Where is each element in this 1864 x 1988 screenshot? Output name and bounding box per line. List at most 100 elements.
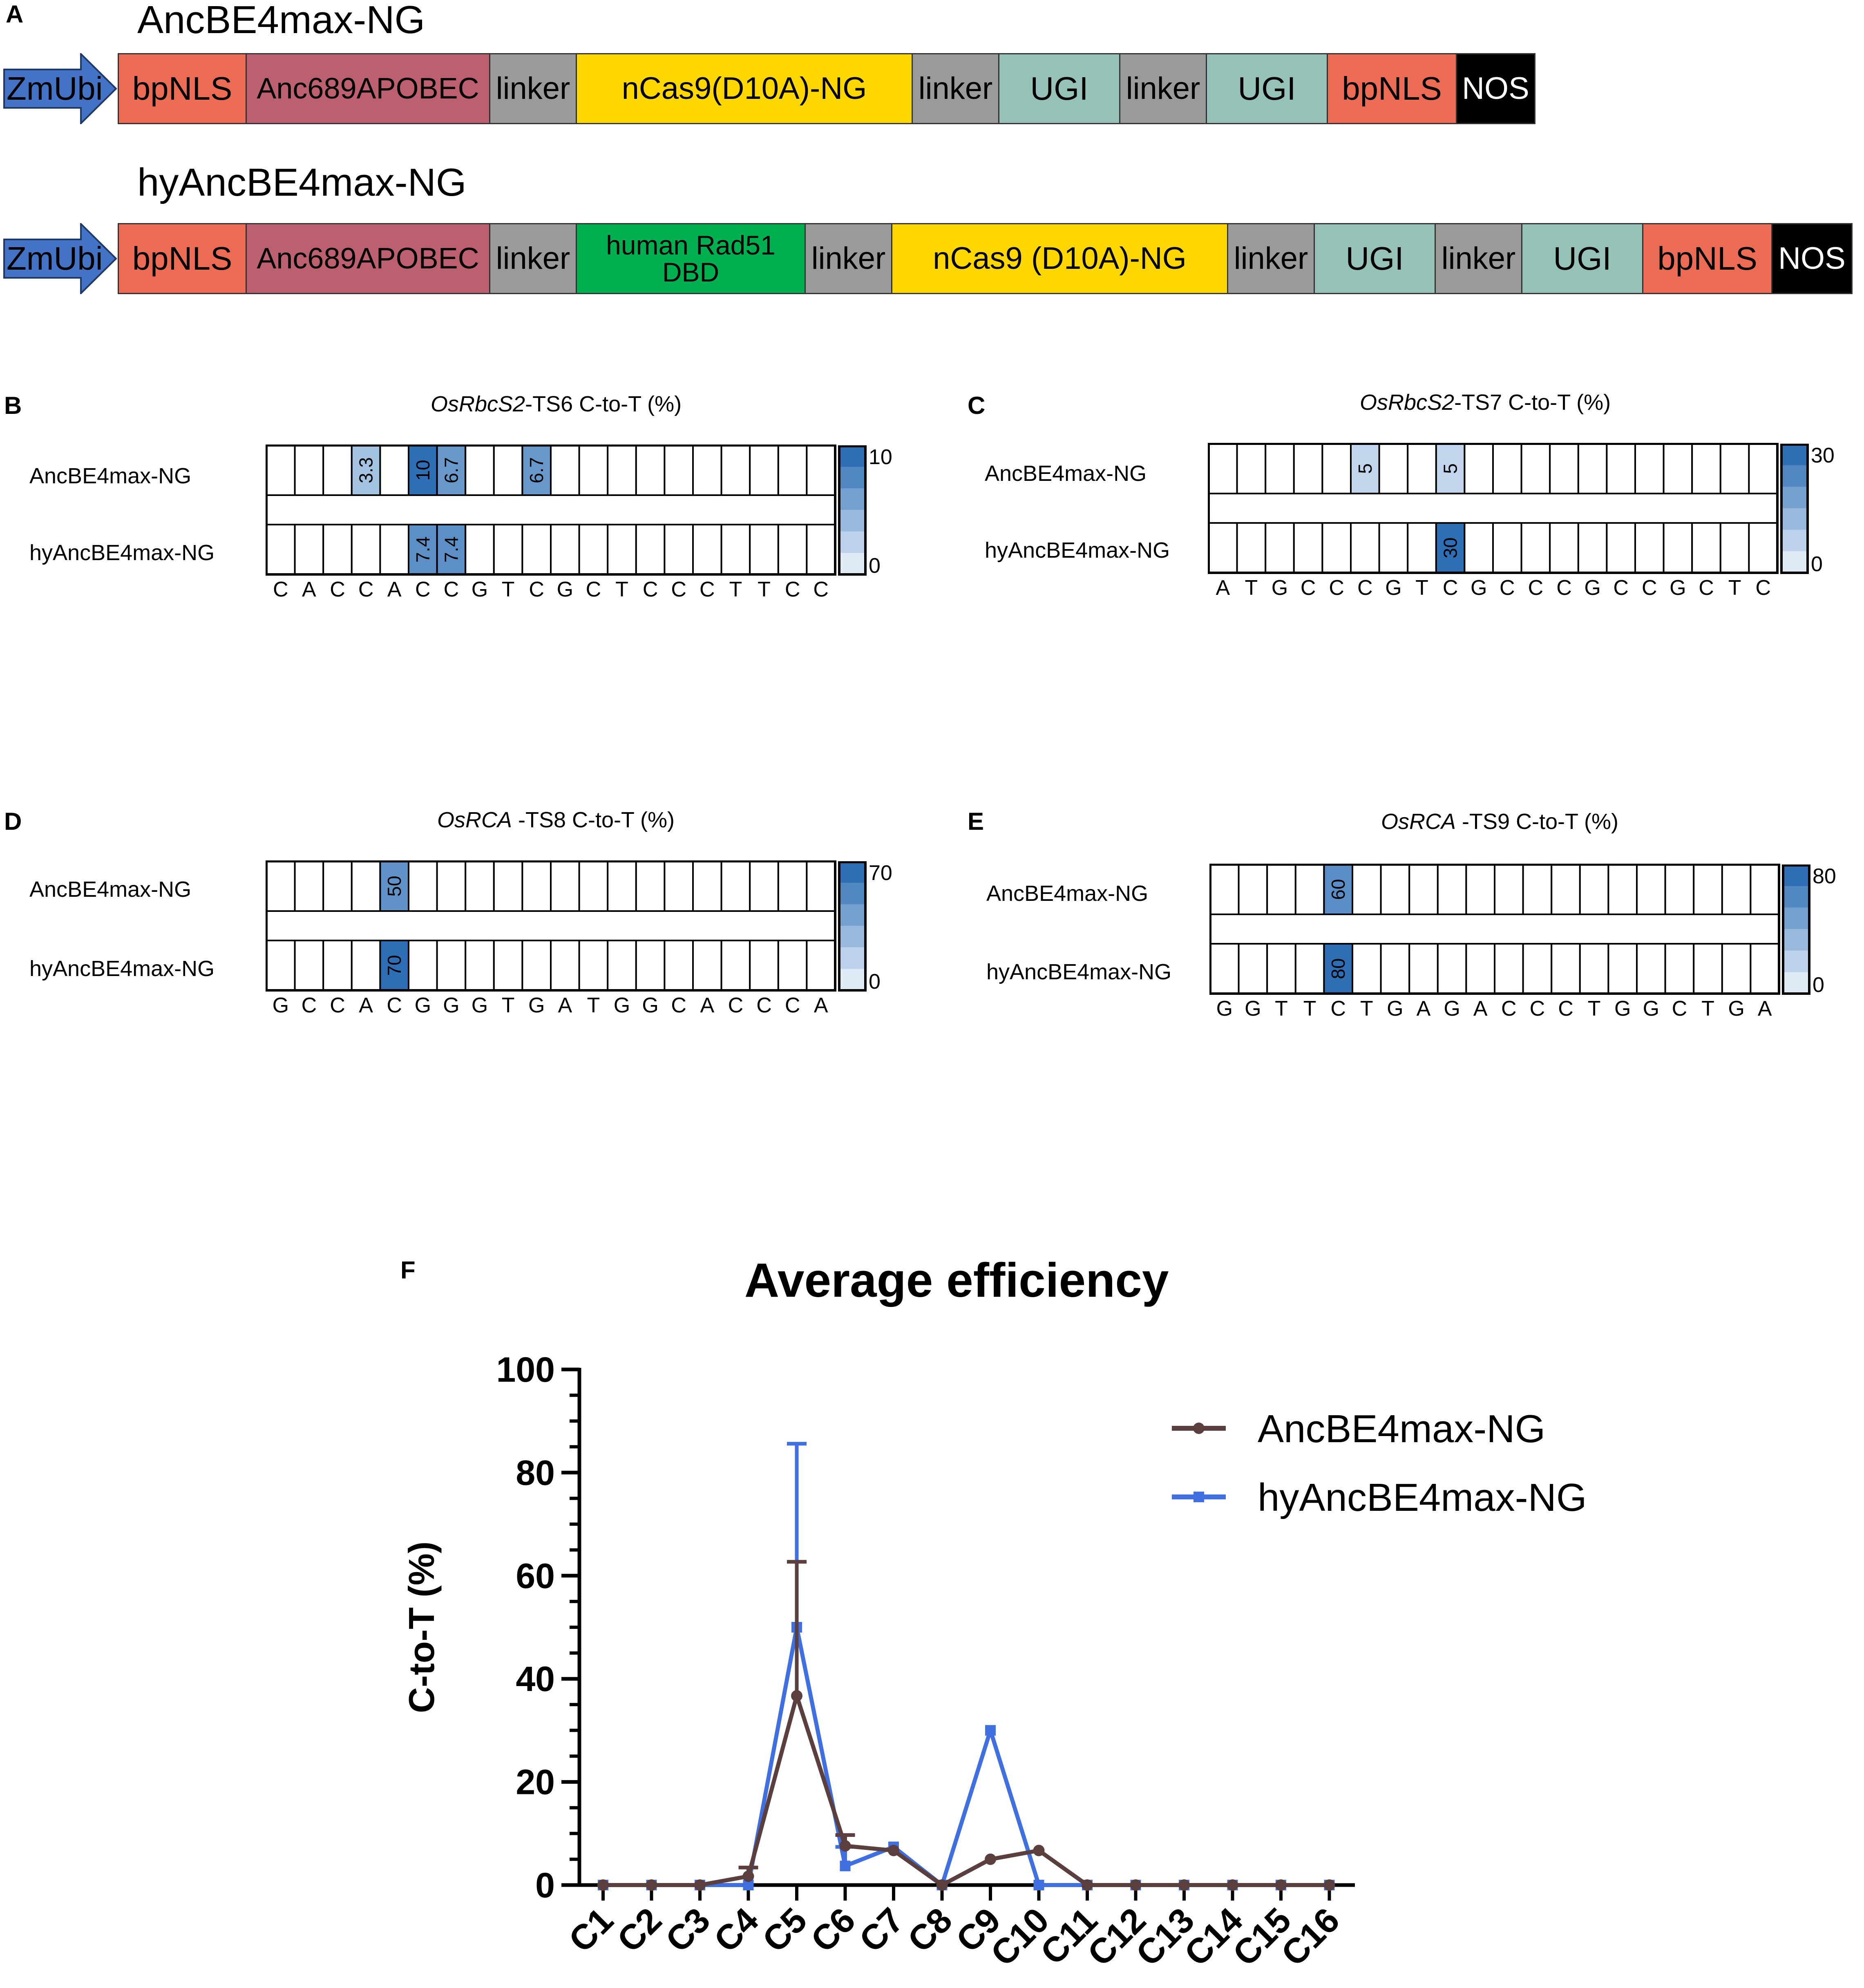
- sequence-base: A: [1473, 997, 1488, 1021]
- sequence-base: C: [1501, 997, 1517, 1021]
- sequence-base: C: [756, 994, 772, 1017]
- data-point: [840, 1861, 851, 1872]
- heatmap-cell-value: 6.7: [526, 457, 547, 483]
- sequence-base: T: [729, 578, 742, 601]
- heatmap-cell: [720, 445, 751, 496]
- gene-name: OsRbcS2: [431, 392, 525, 416]
- heatmap-row-label: hyAncBE4max-NG: [985, 538, 1170, 563]
- heatmap-row-label: AncBE4max-NG: [986, 881, 1149, 906]
- heatmap-cell: [1721, 864, 1752, 915]
- heatmap-cell: [1579, 864, 1609, 915]
- heatmap-cell: [1492, 443, 1522, 494]
- series-line-hyancbe4max: [603, 1625, 1330, 1887]
- heatmap-frame: [266, 860, 836, 992]
- heatmap-cell: [635, 940, 666, 991]
- sequence-base: A: [1216, 576, 1230, 600]
- heatmap-cell: [1265, 443, 1295, 494]
- heatmap-cell: [1236, 443, 1267, 494]
- heatmap-row-label: hyAncBE4max-NG: [986, 960, 1172, 984]
- sequence-base: C: [529, 578, 544, 601]
- heatmap-cell-value: 5: [1354, 463, 1376, 474]
- data-point: [1033, 1845, 1045, 1856]
- sequence-base: C: [1642, 576, 1657, 600]
- sequence-base: C: [1443, 576, 1458, 600]
- gene-name: OsRCA: [1381, 809, 1456, 834]
- sequence-base: C: [643, 578, 658, 601]
- heatmap-cell: [1577, 522, 1608, 574]
- heatmap-cell: [1209, 864, 1240, 915]
- heatmap-title: OsRCA -TS9 C-to-T (%): [1381, 809, 1618, 834]
- panel-f-label: F: [400, 1256, 416, 1284]
- color-scale-step: [1781, 465, 1808, 487]
- sequence-base: A: [1758, 997, 1772, 1021]
- sequence-base: T: [615, 578, 628, 601]
- construct-segment: UGI: [1522, 223, 1643, 294]
- sequence-base: C: [387, 994, 402, 1017]
- heatmap-cell: [777, 445, 808, 496]
- construct-2-bar: ZmUbi bpNLS Anc689APOBEC linker human Rad51 …: [3, 223, 1853, 294]
- color-scale-step: [839, 510, 865, 532]
- heatmap-row-label: hyAncBE4max-NG: [29, 956, 215, 981]
- heatmap-cell: [1691, 522, 1721, 574]
- construct-segment: NOS: [1457, 53, 1535, 124]
- heatmap-cell: [550, 524, 580, 575]
- sequence-base: C: [785, 578, 800, 601]
- heatmap-cell: [664, 860, 694, 912]
- heatmap-cell-value: 70: [384, 955, 405, 976]
- sequence-base: G: [443, 994, 459, 1017]
- color-scale-max: 30: [1811, 444, 1835, 467]
- data-point: [985, 1853, 996, 1865]
- heatmap-title-suffix: -TS6 C-to-T (%): [525, 392, 682, 416]
- heatmap-cell: [749, 524, 779, 575]
- panel-label: D: [4, 808, 22, 835]
- heatmap-cell: [1494, 943, 1524, 994]
- y-tick-label: 100: [496, 1350, 555, 1389]
- sequence-base: G: [415, 994, 431, 1017]
- sequence-base: T: [1360, 997, 1373, 1021]
- sequence-base: A: [1417, 997, 1431, 1021]
- sequence-base: T: [502, 578, 515, 601]
- heatmap-cell: [1634, 443, 1665, 494]
- data-point: [1323, 1879, 1335, 1891]
- color-scale-min: 0: [869, 970, 881, 994]
- y-tick-label: 20: [516, 1763, 555, 1802]
- heatmap-cell: [294, 445, 324, 496]
- sequence-base: G: [557, 578, 573, 601]
- legend-label: AncBE4max-NG: [1258, 1407, 1545, 1451]
- color-scale-frame: [838, 445, 867, 576]
- heatmap-cell: [521, 445, 552, 496]
- color-scale-step: [1783, 864, 1809, 887]
- sequence-base: C: [358, 578, 374, 601]
- sequence-base: C: [1556, 576, 1572, 600]
- sequence-base: C: [1699, 576, 1714, 600]
- color-scale-min: 0: [1811, 552, 1823, 576]
- construct-segment: Anc689APOBEC: [247, 223, 490, 294]
- panel-label: B: [4, 392, 22, 419]
- heatmap-cell: [1380, 864, 1410, 915]
- sequence-base: C: [1672, 997, 1687, 1021]
- panel-a-label: A: [6, 0, 24, 28]
- color-scale-frame: [838, 861, 867, 992]
- heatmap-cell: [720, 524, 751, 575]
- color-scale-step: [839, 467, 865, 489]
- sequence-base: T: [1701, 997, 1714, 1021]
- heatmap-cell: [1266, 943, 1296, 994]
- data-point: [1033, 1880, 1044, 1890]
- x-tick-label: C16: [1274, 1901, 1347, 1974]
- color-scale-max: 70: [869, 861, 892, 885]
- heatmap-cell-value: 6.7: [440, 457, 462, 483]
- panel-label: C: [968, 392, 986, 419]
- construct-segment: bpNLS: [1328, 53, 1457, 124]
- construct-segment: linker: [490, 53, 577, 124]
- heatmap-frame: [266, 445, 836, 576]
- sequence-base: C: [813, 578, 829, 601]
- construct-segment: bpNLS: [118, 223, 247, 294]
- sequence-base: C: [1530, 997, 1545, 1021]
- promoter-arrow: ZmUbi: [3, 53, 118, 124]
- sequence-base: G: [614, 994, 630, 1017]
- data-point: [1275, 1879, 1287, 1891]
- heatmap-cell: [493, 445, 523, 496]
- y-tick-label: 80: [516, 1453, 555, 1492]
